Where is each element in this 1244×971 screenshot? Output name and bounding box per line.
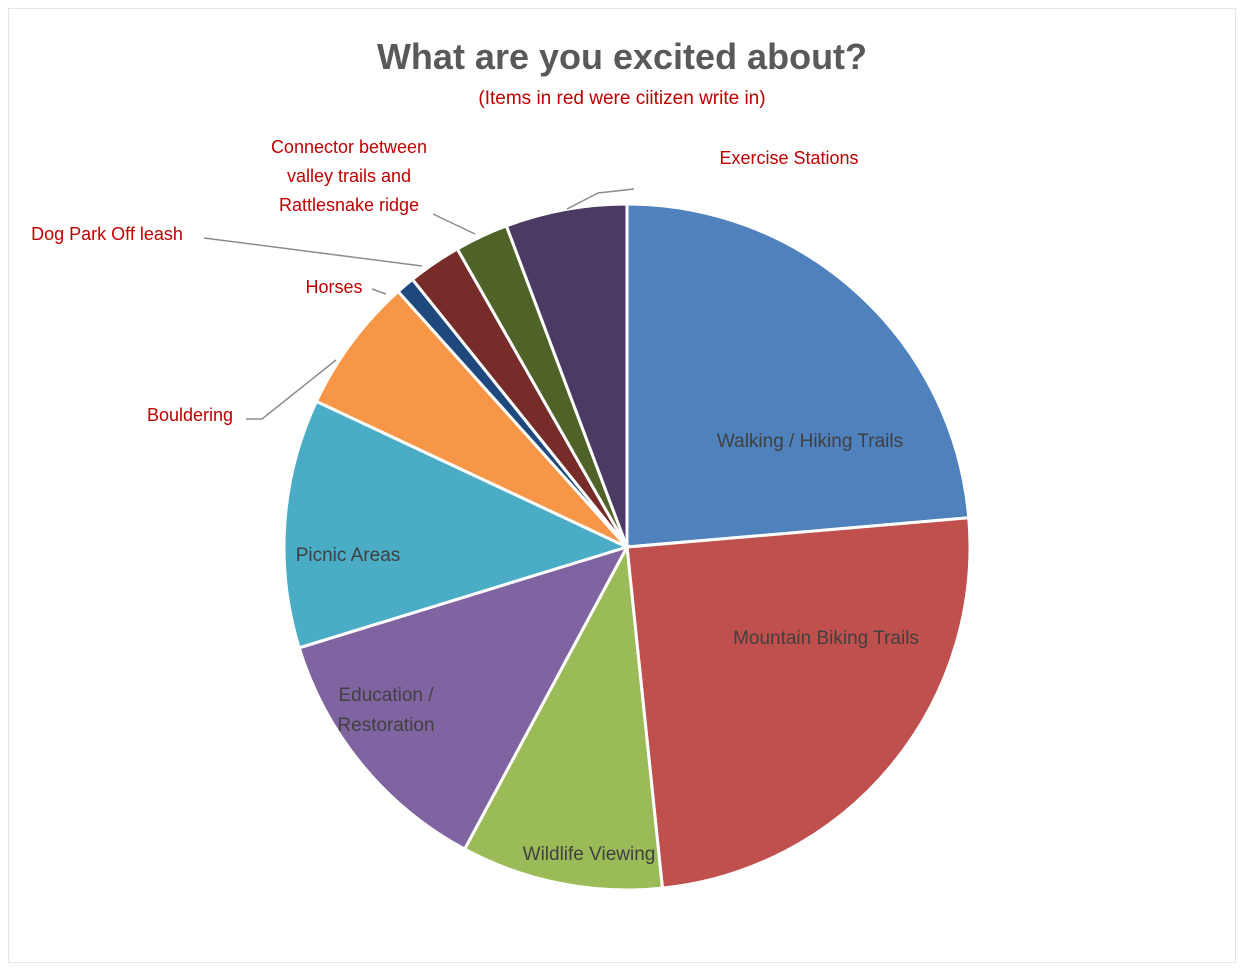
chart-subtitle: (Items in red were ciitizen write in) — [478, 88, 766, 109]
slice-label-connector-between-valley-trails-and-rattlesnake-ridge: Connector between valley trails and Rattle… — [271, 137, 427, 215]
pie-slice-mountain-biking-trails — [625, 516, 972, 890]
slice-label-bouldering: Bouldering — [147, 405, 233, 425]
slice-label-exercise-stations: Exercise Stations — [719, 148, 858, 168]
slice-label-picnic-areas: Picnic Areas — [296, 545, 401, 566]
chart-title: What are you excited about? — [376, 36, 868, 77]
slice-label-horses: Horses — [305, 277, 362, 297]
pie-slice-bouldering — [314, 289, 629, 549]
pie-slices — [282, 202, 972, 892]
slice-labels: Walking / Hiking Trails Mountain Biking T… — [31, 137, 919, 865]
pie-slice-walking-hiking-trails — [625, 202, 971, 549]
leader-line-connector-between-valley-trails-and-rattlesnake-ridge — [432, 213, 476, 235]
pie-slice-exercise-stations — [504, 202, 629, 548]
leader-lines — [203, 188, 635, 420]
slice-label-education-restoration: Education / Restoration — [337, 685, 434, 736]
leader-line-dog-park-off-leash — [203, 237, 423, 267]
slice-label-wildlife-viewing: Wildlife Viewing — [523, 844, 656, 865]
pie-slice-wildlife-viewing — [462, 541, 665, 892]
slice-label-dog-park-off-leash: Dog Park Off leash — [31, 224, 183, 244]
leader-line-exercise-stations — [566, 188, 635, 210]
pie-slice-picnic-areas — [282, 399, 632, 650]
leader-line-horses — [371, 288, 387, 295]
slice-label-mountain-biking-trails: Mountain Biking Trails — [733, 628, 919, 649]
leader-line-bouldering — [246, 359, 337, 420]
chart-frame — [8, 8, 1236, 963]
pie-slice-education-restoration — [297, 544, 631, 852]
slice-label-walking-hiking-trails: Walking / Hiking Trails — [717, 431, 903, 452]
